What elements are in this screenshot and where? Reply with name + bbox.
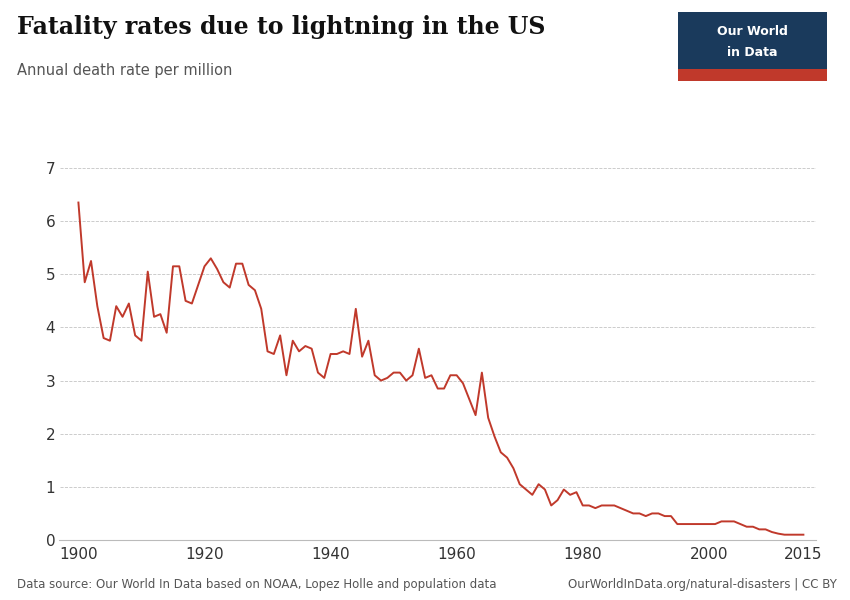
Text: in Data: in Data xyxy=(728,46,778,59)
Text: Fatality rates due to lightning in the US: Fatality rates due to lightning in the U… xyxy=(17,15,546,39)
Text: Our World: Our World xyxy=(717,25,788,38)
Text: OurWorldInData.org/natural-disasters | CC BY: OurWorldInData.org/natural-disasters | C… xyxy=(569,578,837,591)
Text: Data source: Our World In Data based on NOAA, Lopez Holle and population data: Data source: Our World In Data based on … xyxy=(17,578,496,591)
Text: Annual death rate per million: Annual death rate per million xyxy=(17,63,232,78)
